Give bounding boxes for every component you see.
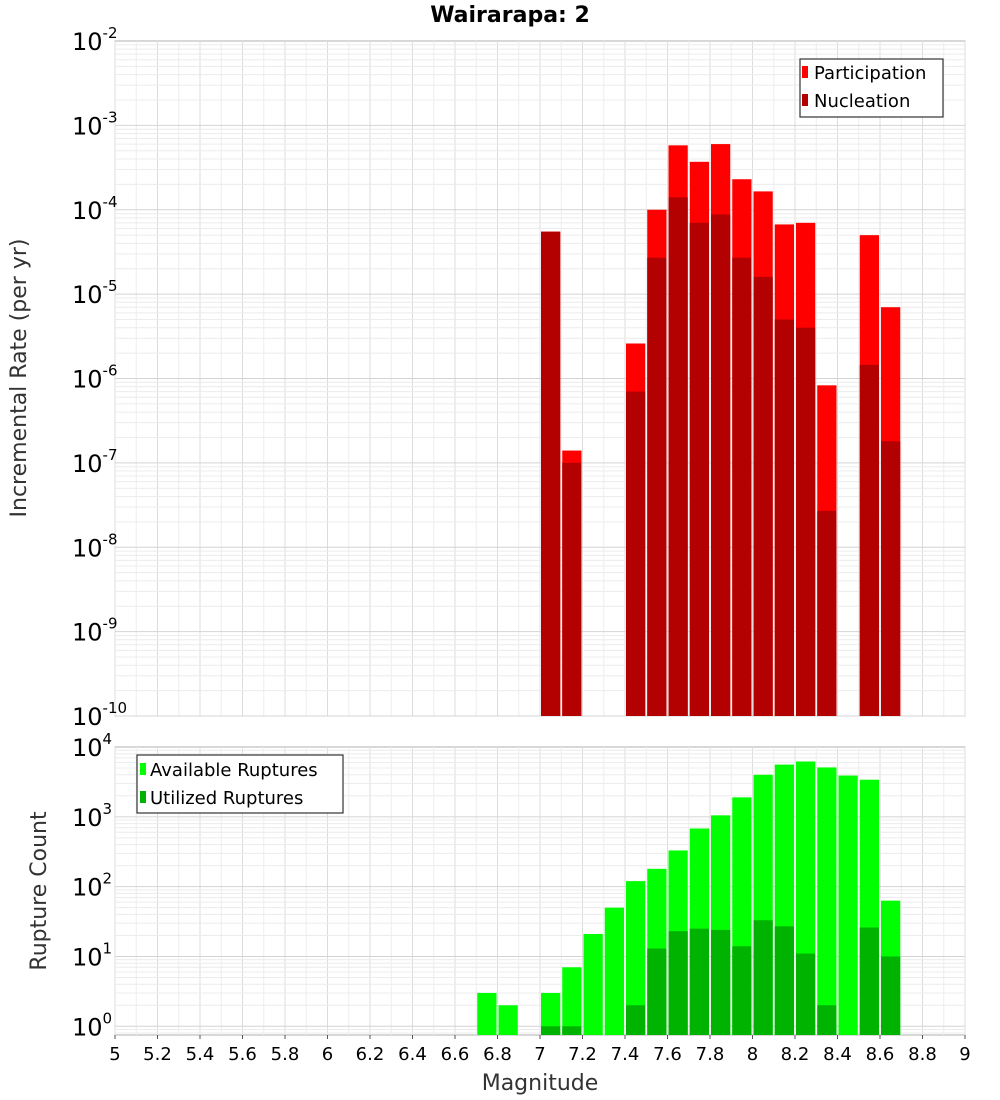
top-y-tick-label: 10-3 — [72, 108, 118, 140]
x-tick-labels: 5 5.2 5.4 5.6 5.8 6 6.2 6.4 6.6 6.8 7 7.2 7.4 7.6 7.8 8… — [109, 1035, 971, 1065]
legend-label-participation: Participation — [814, 63, 926, 84]
top-bar-nucleation — [689, 222, 709, 716]
bottom-y-tick-label: 102 — [72, 870, 112, 902]
bottom-bar-utilized-ruptures — [562, 1026, 582, 1035]
bottom-y-tick-label: 100 — [72, 1009, 112, 1041]
x-tick-label: 5.2 — [143, 1044, 172, 1065]
legend-label-nucleation: Nucleation — [814, 91, 910, 112]
top-y-tick-labels: 10-10 10-9 10-8 10-7 10-6 10-5 10-4 10-3 10-2 — [72, 24, 127, 731]
legend-swatch-utilized — [140, 791, 146, 803]
top-bar-nucleation — [796, 327, 816, 716]
x-axis-label: Magnitude — [482, 1071, 599, 1096]
bottom-bar-utilized-ruptures — [668, 931, 688, 1035]
bottom-bar-utilized-ruptures — [774, 926, 794, 1035]
top-bar-nucleation — [711, 214, 731, 717]
top-bar-nucleation — [774, 319, 794, 716]
x-tick-label: 8.4 — [823, 1044, 852, 1065]
x-tick-label: 6.6 — [441, 1044, 470, 1065]
x-tick-label: 5 — [109, 1044, 120, 1065]
top-bar-nucleation — [626, 391, 646, 716]
top-bar-nucleation — [647, 257, 667, 716]
bottom-panel: 100 101 102 103 104 5 5.2 5.4 5.6 5.8 6 6.2 6.4 6.6 6… — [27, 730, 971, 1096]
bottom-bar-available-ruptures — [626, 881, 646, 1035]
bottom-y-tick-label: 104 — [72, 730, 112, 762]
x-tick-label: 8.6 — [866, 1044, 895, 1065]
x-tick-label: 8.8 — [908, 1044, 937, 1065]
x-tick-label: 7.4 — [611, 1044, 640, 1065]
top-y-tick-label: 10-6 — [72, 362, 118, 394]
bottom-bars — [477, 761, 901, 1035]
top-y-tick-label: 10-4 — [72, 193, 118, 225]
bottom-bar-utilized-ruptures — [711, 929, 731, 1035]
legend-swatch-participation — [802, 66, 808, 78]
bottom-bar-available-ruptures — [562, 967, 582, 1035]
x-tick-label: 5.4 — [186, 1044, 215, 1065]
x-tick-label: 7.2 — [568, 1044, 597, 1065]
top-bars — [541, 144, 901, 717]
bottom-bar-available-ruptures — [477, 992, 497, 1035]
top-panel: 10-10 10-9 10-8 10-7 10-6 10-5 10-4 10-3 10-2 In… — [7, 24, 966, 731]
bottom-y-axis-label: Rupture Count — [27, 811, 52, 971]
top-bar-nucleation — [859, 364, 879, 716]
x-tick-label: 8.2 — [781, 1044, 810, 1065]
top-bar-nucleation — [881, 441, 901, 716]
x-tick-label: 6 — [322, 1044, 333, 1065]
x-tick-label: 9 — [959, 1044, 970, 1065]
top-y-tick-label: 10-7 — [72, 446, 118, 478]
top-y-tick-label: 10-8 — [72, 530, 118, 562]
top-bar-nucleation — [562, 462, 582, 716]
bottom-legend: Available Ruptures Utilized Ruptures — [136, 754, 344, 814]
top-y-tick-label: 10-9 — [72, 615, 118, 647]
x-tick-label: 7.8 — [696, 1044, 725, 1065]
bottom-y-tick-label: 103 — [72, 800, 112, 832]
bottom-bar-available-ruptures — [541, 992, 561, 1035]
legend-label-utilized-ruptures: Utilized Ruptures — [150, 788, 303, 809]
bottom-bar-utilized-ruptures — [732, 946, 752, 1035]
bottom-bar-available-ruptures — [817, 767, 837, 1035]
bottom-bar-utilized-ruptures — [626, 1005, 646, 1035]
x-tick-label: 8 — [747, 1044, 758, 1065]
chart-title: Wairarapa: 2 — [430, 3, 590, 28]
bottom-bar-utilized-ruptures — [817, 1005, 837, 1035]
legend-label-available-ruptures: Available Ruptures — [150, 760, 318, 781]
bottom-bar-utilized-ruptures — [753, 920, 773, 1035]
top-bar-nucleation — [753, 276, 773, 716]
x-tick-label: 5.8 — [271, 1044, 300, 1065]
x-tick-label: 6.4 — [398, 1044, 427, 1065]
top-y-axis-label: Incremental Rate (per yr) — [7, 239, 32, 518]
bottom-bar-utilized-ruptures — [689, 928, 709, 1035]
top-y-tick-label: 10-2 — [72, 24, 118, 56]
top-bar-nucleation — [541, 231, 561, 716]
x-tick-label: 6.8 — [483, 1044, 512, 1065]
bottom-bar-utilized-ruptures — [796, 953, 816, 1035]
bottom-bar-available-ruptures — [583, 933, 603, 1035]
bottom-bar-available-ruptures — [838, 775, 858, 1035]
top-y-tick-label: 10-10 — [72, 699, 127, 731]
legend-swatch-available — [140, 763, 146, 775]
bottom-bar-utilized-ruptures — [541, 1026, 561, 1035]
legend-swatch-nucleation — [802, 94, 808, 106]
x-tick-label: 7.6 — [653, 1044, 682, 1065]
bottom-bar-available-ruptures — [498, 1005, 518, 1035]
x-tick-label: 5.6 — [228, 1044, 257, 1065]
bottom-y-tick-labels: 100 101 102 103 104 — [72, 730, 112, 1041]
top-bar-nucleation — [668, 197, 688, 717]
bottom-y-tick-label: 101 — [72, 939, 112, 971]
top-bar-nucleation — [732, 257, 752, 716]
x-tick-label: 7 — [534, 1044, 545, 1065]
bottom-bar-available-ruptures — [604, 907, 624, 1035]
x-tick-label: 6.2 — [356, 1044, 385, 1065]
bottom-bar-utilized-ruptures — [859, 927, 879, 1035]
top-gridlines — [114, 41, 966, 717]
bottom-legend-box — [136, 754, 344, 814]
top-legend-box — [799, 58, 944, 118]
top-y-tick-label: 10-5 — [72, 277, 118, 309]
top-legend: Participation Nucleation — [799, 58, 944, 118]
top-bar-nucleation — [817, 510, 837, 716]
bottom-bar-utilized-ruptures — [881, 956, 901, 1035]
bottom-bar-utilized-ruptures — [647, 948, 667, 1035]
